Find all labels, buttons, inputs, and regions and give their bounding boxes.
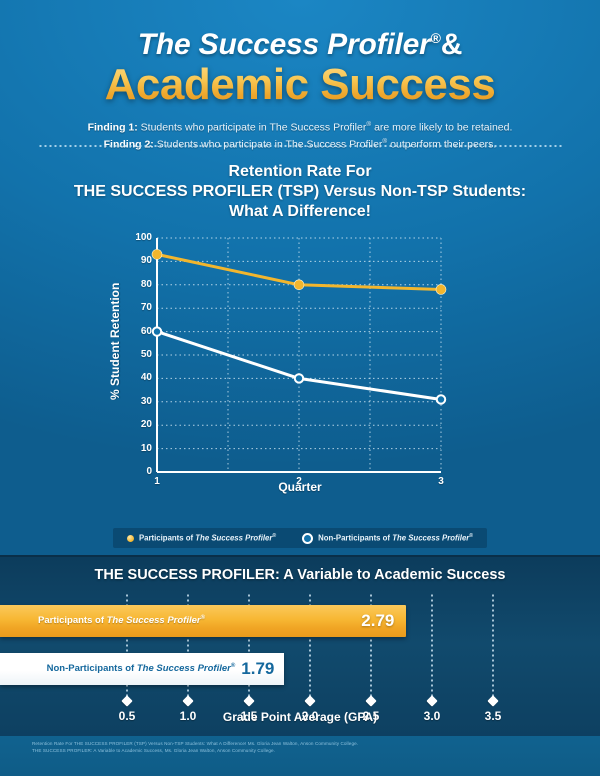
gpa-bar-participants-label: Participants of The Success Profiler® [38, 615, 206, 627]
footer-line-2: THE SUCCESS PROFILER: A Variable to Acad… [32, 748, 276, 753]
y-tick-label: 30 [140, 395, 152, 407]
gpa-gridline [248, 593, 250, 697]
gpa-gridline [431, 593, 433, 697]
gpa-tick-label: 3.5 [484, 709, 502, 723]
finding-2: Finding 2: Students who participate in T… [0, 135, 600, 152]
gpa-tick-marker [365, 695, 377, 707]
gpa-gridline [187, 593, 189, 697]
gpa-gridline [492, 593, 494, 697]
title-ampersand: & [440, 28, 463, 61]
legend-label-participants: Participants of The Success Profiler® [138, 533, 277, 543]
findings-block: Finding 1: Students who participate in T… [0, 118, 600, 151]
finding-2-label: Finding 2: [103, 138, 154, 150]
x-tick-label: 3 [438, 476, 444, 487]
gpa-chart-title: THE SUCCESS PROFILER: A Variable to Acad… [94, 567, 506, 583]
legend-label-non-participants: Non-Participants of The Success Profiler… [318, 533, 474, 543]
finding-1-text: Students who participate in The Success … [140, 121, 367, 134]
retention-title-line-1: Retention Rate For [228, 163, 372, 180]
title-line-1: The Success Profiler®& [0, 0, 600, 62]
gpa-tick-label: 3.0 [423, 709, 441, 723]
retention-chart-section: Retention Rate For THE SUCCESS PROFILER … [0, 150, 600, 555]
gpa-tick-label: 1.5 [240, 709, 258, 723]
gpa-bar-non-participants-value: 1.79 [241, 659, 275, 678]
gpa-axis-label: Grade Point Average (GPA) [222, 710, 378, 724]
finding-1-label: Finding 1: [87, 121, 138, 134]
x-tick-label: 2 [296, 476, 302, 487]
legend-item-non-participants: Non-Participants of The Success Profiler… [302, 532, 474, 544]
registered-mark-icon: ® [430, 30, 441, 46]
y-tick-label: 100 [135, 232, 152, 243]
registered-mark-icon: ® [366, 121, 372, 128]
retention-line-plot [151, 237, 447, 473]
finding-1: Finding 1: Students who participate in T… [0, 118, 600, 135]
dotted-divider [38, 145, 562, 147]
gpa-tick-label: 2.5 [362, 709, 380, 723]
gpa-tick-label: 1.0 [179, 709, 197, 723]
gpa-gridline [309, 593, 311, 697]
finding-2-text: Students who participate in The Success … [156, 138, 383, 150]
y-tick-label: 70 [140, 302, 152, 314]
title-line-2: Academic Success [0, 60, 600, 110]
y-tick-label: 0 [146, 466, 152, 477]
gpa-tick-marker [426, 695, 438, 707]
footer-sources: Retention Rate For THE SUCCESS PROFILER … [0, 736, 600, 776]
retention-plot-area: % Student Retention 0 10 20 30 40 50 60 70 80 90 1… [0, 230, 600, 505]
title-line-1-text: The Success Profiler [137, 28, 431, 61]
y-tick-label: 60 [140, 325, 152, 337]
retention-title-line-3: What A Difference! [229, 203, 371, 220]
finding-1-tail: are more likely to be retained. [371, 121, 513, 134]
gpa-gridline [126, 593, 128, 697]
retention-legend: Participants of The Success Profiler® No… [113, 528, 487, 548]
retention-title-line-2: THE SUCCESS PROFILER (TSP) Versus Non-TS… [73, 183, 527, 200]
retention-chart-title: Retention Rate For THE SUCCESS PROFILER … [0, 150, 600, 222]
gpa-tick-marker [487, 695, 499, 707]
gpa-tick-label: 0.5 [118, 709, 136, 723]
gpa-bar-non-participants-label: Non-Participants of The Success Profiler… [46, 663, 236, 675]
footer-line-1: Retention Rate For THE SUCCESS PROFILER … [32, 741, 359, 746]
y-tick-label: 90 [140, 255, 152, 267]
x-axis-label: Quarter [278, 480, 322, 494]
y-tick-label: 50 [140, 349, 152, 360]
finding-2-tail: outperform their peers. [387, 138, 497, 150]
gpa-gridlines [0, 593, 600, 697]
y-tick-label: 40 [140, 372, 152, 384]
gpa-tick-label: 2.0 [301, 709, 319, 723]
gpa-chart-section: THE SUCCESS PROFILER: A Variable to Acad… [0, 555, 600, 738]
gpa-bar-participants: Participants of The Success Profiler® 2.… [0, 605, 407, 637]
gold-dot-icon [126, 534, 134, 542]
open-circle-icon [302, 532, 314, 544]
gpa-gridline [370, 593, 372, 697]
gpa-tick-marker [304, 695, 316, 707]
gpa-tick-marker [121, 695, 133, 707]
header: The Success Profiler®& Academic Success … [0, 0, 600, 150]
legend-item-participants: Participants of The Success Profiler® [126, 533, 277, 543]
gpa-tick-marker [182, 695, 194, 707]
y-tick-label: 10 [140, 442, 152, 454]
gpa-tick-marker [243, 695, 255, 707]
gpa-bar-non-participants: Non-Participants of The Success Profiler… [0, 653, 285, 685]
y-tick-label: 80 [140, 278, 152, 290]
registered-mark-icon: ® [382, 137, 388, 145]
gpa-bar-participants-value: 2.79 [361, 611, 395, 630]
x-tick-label: 1 [154, 476, 160, 487]
y-tick-label: 20 [140, 419, 152, 431]
